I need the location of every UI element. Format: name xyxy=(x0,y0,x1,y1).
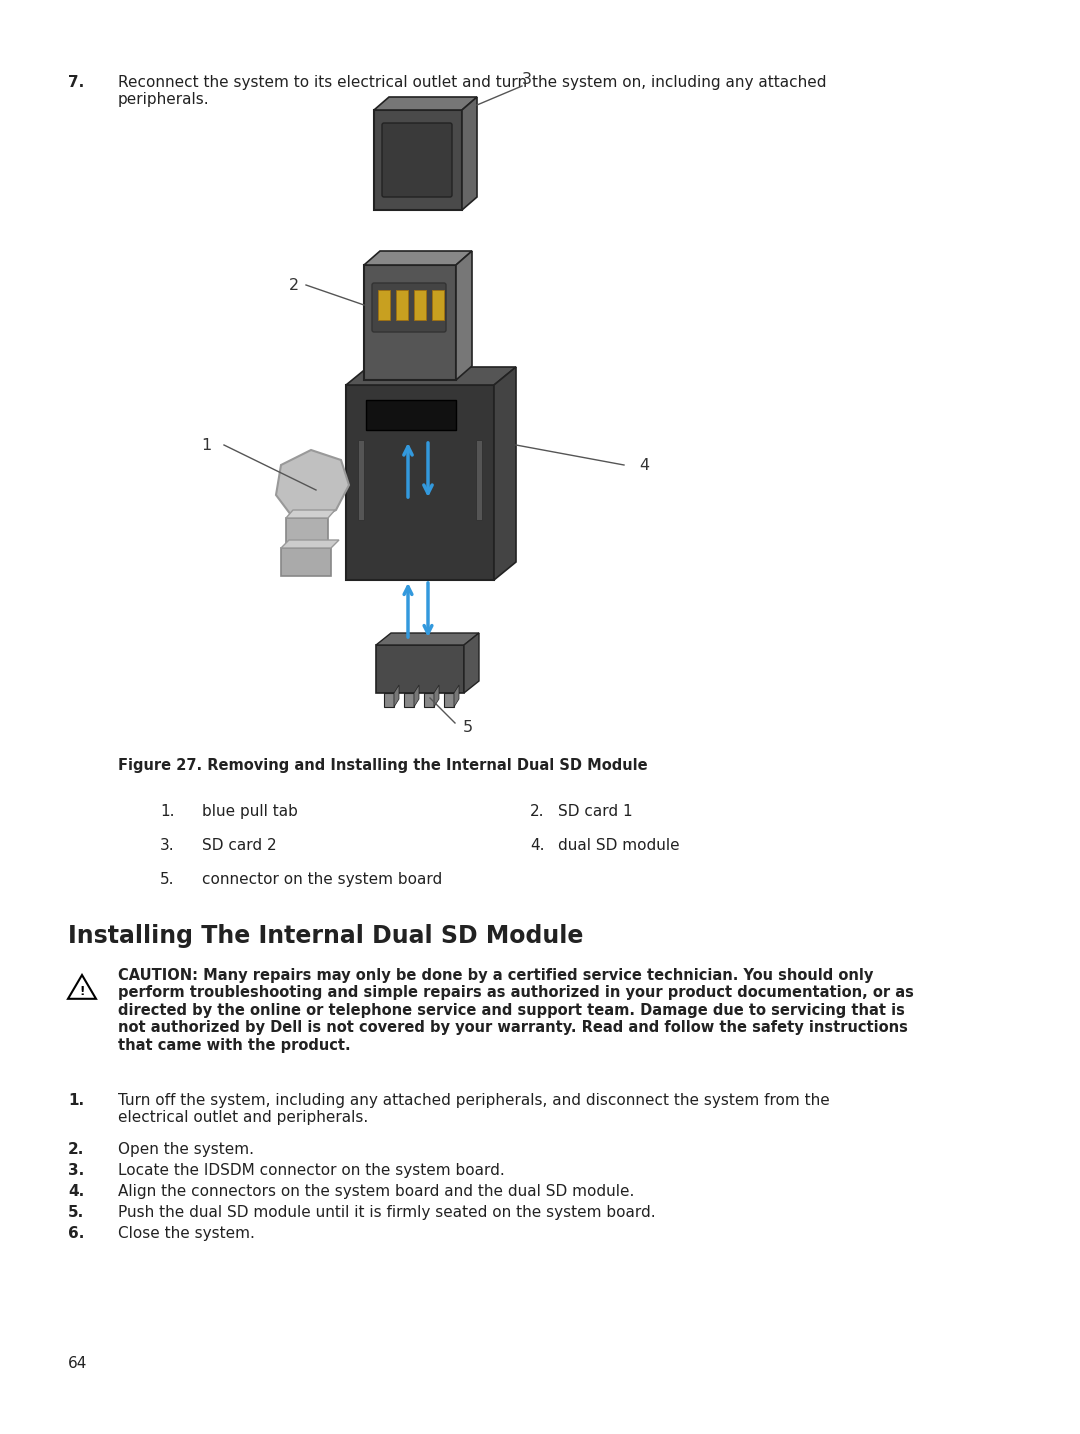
Polygon shape xyxy=(456,251,472,380)
Text: dual SD module: dual SD module xyxy=(558,837,679,853)
Bar xyxy=(424,693,434,707)
Text: Push the dual SD module until it is firmly seated on the system board.: Push the dual SD module until it is firm… xyxy=(118,1205,656,1220)
Text: 6.: 6. xyxy=(68,1226,84,1240)
Text: 3.: 3. xyxy=(68,1163,84,1177)
Polygon shape xyxy=(276,450,349,521)
Polygon shape xyxy=(462,98,477,209)
Text: Open the system.: Open the system. xyxy=(118,1141,254,1157)
Polygon shape xyxy=(494,367,516,579)
Bar xyxy=(366,400,456,430)
Bar xyxy=(384,693,394,707)
Polygon shape xyxy=(68,975,96,999)
Bar xyxy=(396,290,408,320)
Text: 2.: 2. xyxy=(68,1141,84,1157)
Text: 1: 1 xyxy=(201,437,211,453)
Bar xyxy=(444,693,454,707)
Bar xyxy=(374,110,462,209)
Text: connector on the system board: connector on the system board xyxy=(202,872,442,888)
Bar xyxy=(357,440,364,521)
Polygon shape xyxy=(414,685,419,707)
Polygon shape xyxy=(434,685,438,707)
Text: 1.: 1. xyxy=(68,1093,84,1108)
Text: 7.: 7. xyxy=(68,75,84,90)
Polygon shape xyxy=(281,541,339,548)
FancyBboxPatch shape xyxy=(372,282,446,333)
Text: 64: 64 xyxy=(68,1357,87,1371)
Text: 4: 4 xyxy=(639,457,649,472)
Text: 5.: 5. xyxy=(68,1205,84,1220)
Text: Figure 27. Removing and Installing the Internal Dual SD Module: Figure 27. Removing and Installing the I… xyxy=(118,759,648,773)
Text: !: ! xyxy=(79,985,84,998)
Text: Reconnect the system to its electrical outlet and turn the system on, including : Reconnect the system to its electrical o… xyxy=(118,75,826,108)
Bar xyxy=(281,548,330,576)
FancyBboxPatch shape xyxy=(382,123,453,196)
Polygon shape xyxy=(364,251,472,265)
Text: Align the connectors on the system board and the dual SD module.: Align the connectors on the system board… xyxy=(118,1184,634,1199)
Bar xyxy=(378,290,390,320)
Text: SD card 1: SD card 1 xyxy=(558,804,633,819)
Text: 4.: 4. xyxy=(68,1184,84,1199)
Bar xyxy=(346,384,494,579)
Polygon shape xyxy=(464,632,480,693)
Bar xyxy=(432,290,444,320)
Polygon shape xyxy=(376,632,480,645)
Polygon shape xyxy=(394,685,399,707)
Text: 4.: 4. xyxy=(530,837,544,853)
Text: SD card 2: SD card 2 xyxy=(202,837,276,853)
Text: Close the system.: Close the system. xyxy=(118,1226,255,1240)
Text: 5: 5 xyxy=(463,720,473,736)
Text: CAUTION: Many repairs may only be done by a certified service technician. You sh: CAUTION: Many repairs may only be done b… xyxy=(118,968,914,1053)
Text: 1.: 1. xyxy=(160,804,175,819)
Text: Installing The Internal Dual SD Module: Installing The Internal Dual SD Module xyxy=(68,923,583,948)
Text: 5.: 5. xyxy=(160,872,175,888)
Bar xyxy=(404,693,414,707)
Polygon shape xyxy=(286,511,335,518)
Text: Locate the IDSDM connector on the system board.: Locate the IDSDM connector on the system… xyxy=(118,1163,504,1177)
Text: 3: 3 xyxy=(522,73,532,87)
Polygon shape xyxy=(454,685,459,707)
Text: 2: 2 xyxy=(289,278,299,293)
Text: 3.: 3. xyxy=(160,837,175,853)
Bar xyxy=(286,518,328,548)
Text: 2.: 2. xyxy=(530,804,544,819)
Polygon shape xyxy=(374,98,477,110)
Text: Turn off the system, including any attached peripherals, and disconnect the syst: Turn off the system, including any attac… xyxy=(118,1093,829,1126)
Bar xyxy=(414,290,426,320)
Polygon shape xyxy=(346,367,516,384)
Text: blue pull tab: blue pull tab xyxy=(202,804,298,819)
Bar xyxy=(364,265,456,380)
Bar xyxy=(376,645,464,693)
Bar xyxy=(476,440,482,521)
